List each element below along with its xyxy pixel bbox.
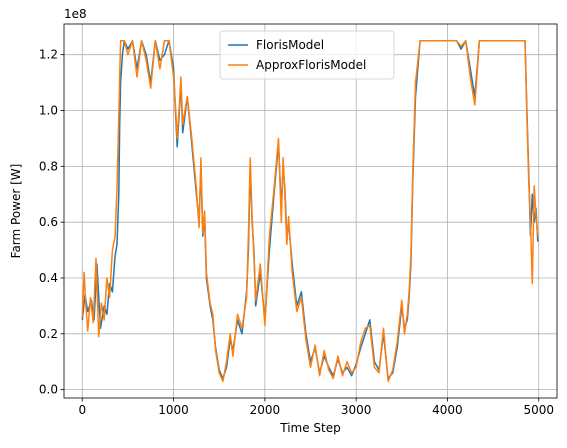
series-line-0 — [81, 39, 539, 380]
y-tick-label: 0.4 — [39, 271, 58, 285]
legend: FlorisModel ApproxFlorisModel — [219, 30, 395, 80]
x-tick-label: 2000 — [250, 403, 281, 417]
series-line-1 — [81, 39, 539, 383]
y-axis-label: Farm Power [W] — [9, 164, 23, 259]
y-tick-label: 0.0 — [39, 383, 58, 397]
y-tick-label: 0.2 — [39, 327, 58, 341]
x-tick-label: 4000 — [432, 403, 463, 417]
legend-label: ApproxFlorisModel — [256, 58, 366, 72]
y-offset-label: 1e8 — [64, 7, 87, 21]
plot-frame — [63, 23, 558, 399]
x-tick-label: 3000 — [341, 403, 372, 417]
x-tick-label: 1000 — [158, 403, 189, 417]
grid — [64, 24, 557, 398]
series-lines — [81, 39, 539, 383]
x-tick-label: 5000 — [523, 403, 554, 417]
x-axis-label: Time Step — [279, 421, 341, 435]
y-axis-ticks: 0.0 0.2 0.4 0.6 0.8 1.0 1.2 — [39, 48, 64, 397]
legend-label: FlorisModel — [256, 38, 324, 52]
x-tick-label: 0 — [78, 403, 86, 417]
y-tick-label: 0.8 — [39, 159, 58, 173]
y-tick-label: 1.2 — [39, 48, 58, 62]
x-axis-ticks: 0 1000 2000 3000 4000 5000 — [78, 398, 554, 417]
y-tick-label: 0.6 — [39, 215, 58, 229]
legend-box — [219, 30, 395, 80]
y-tick-label: 1.0 — [39, 104, 58, 118]
